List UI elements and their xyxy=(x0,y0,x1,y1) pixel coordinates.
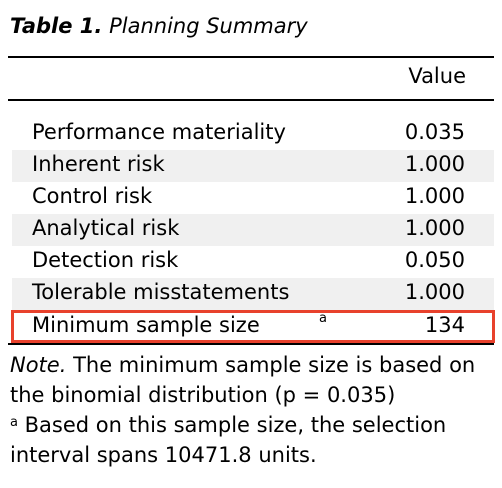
row-label: Control risk xyxy=(32,184,153,208)
value-column-header: Value xyxy=(408,64,466,88)
row-value: 1.000 xyxy=(404,152,465,176)
row-value: 0.050 xyxy=(404,248,465,272)
table-row: Performance materiality 0.035 xyxy=(12,118,494,150)
row-label: Performance materiality xyxy=(32,120,286,144)
table-caption: Table 1. Planning Summary xyxy=(10,14,308,38)
row-value: 0.035 xyxy=(404,120,465,144)
table-row: Control risk 1.000 xyxy=(12,182,494,214)
row-label: Tolerable misstatements xyxy=(32,280,290,304)
table-title: Planning Summary xyxy=(109,14,308,38)
table-row: Inherent risk 1.000 xyxy=(12,150,494,182)
header-rule xyxy=(8,99,494,101)
table-row: Detection risk 0.050 xyxy=(12,246,494,278)
table-notes: Note. The minimum sample size is based o… xyxy=(10,350,496,470)
top-rule xyxy=(8,56,494,58)
footnote-text: Based on this sample size, the selection… xyxy=(10,413,447,467)
row-value: 1.000 xyxy=(404,280,465,304)
row-label: Analytical risk xyxy=(32,216,180,240)
row-label: Inherent risk xyxy=(32,152,165,176)
note-label: Note. xyxy=(10,353,67,377)
row-value: 134 xyxy=(424,313,465,337)
note-text: The minimum sample size is based on the … xyxy=(10,353,476,407)
footnote: a Based on this sample size, the selecti… xyxy=(10,410,496,470)
table-number: Table 1. xyxy=(10,14,103,38)
row-label: Minimum sample size xyxy=(32,313,260,337)
row-label: Detection risk xyxy=(32,248,179,272)
row-value: 1.000 xyxy=(404,184,465,208)
bottom-rule xyxy=(8,343,494,345)
footnote-marker: a xyxy=(10,415,18,430)
highlighted-table-row: Minimum sample size a 134 xyxy=(11,310,495,343)
general-note: Note. The minimum sample size is based o… xyxy=(10,350,496,410)
table-row: Analytical risk 1.000 xyxy=(12,214,494,246)
table-row: Tolerable misstatements 1.000 xyxy=(12,278,494,310)
footnote-marker: a xyxy=(319,311,327,326)
row-value: 1.000 xyxy=(404,216,465,240)
